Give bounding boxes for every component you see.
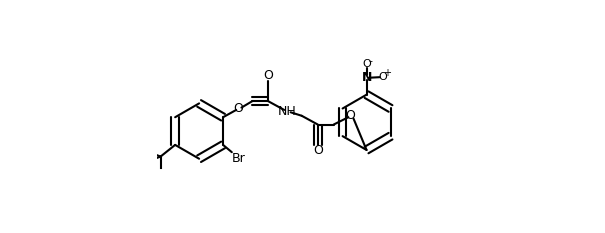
- Text: O: O: [234, 102, 243, 115]
- Text: O: O: [345, 109, 356, 122]
- Text: Br: Br: [232, 151, 246, 164]
- Text: NH: NH: [278, 105, 296, 118]
- Text: O: O: [263, 69, 273, 82]
- Text: +: +: [383, 68, 391, 78]
- Text: O: O: [362, 59, 371, 69]
- Text: -: -: [369, 56, 373, 66]
- Text: O: O: [313, 144, 322, 157]
- Text: N: N: [362, 71, 372, 84]
- Text: O: O: [379, 72, 388, 82]
